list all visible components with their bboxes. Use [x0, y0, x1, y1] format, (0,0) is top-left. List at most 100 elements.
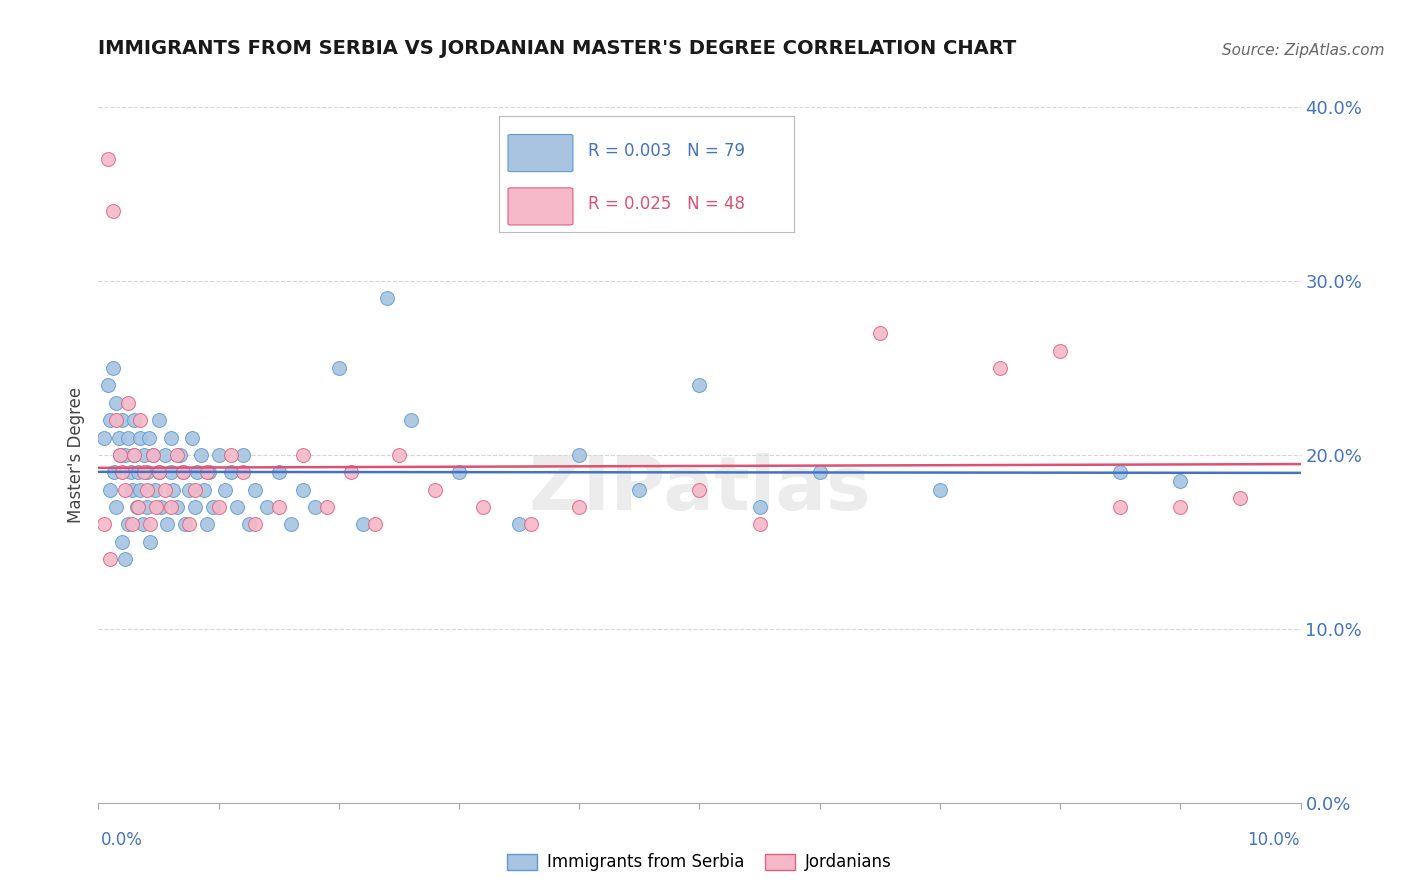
Point: [568, 500, 591, 514]
Point: [139, 517, 162, 532]
Point: [129, 430, 152, 444]
Point: [111, 466, 134, 480]
Point: [201, 500, 224, 514]
Point: [399, 413, 422, 427]
Text: 10.0%: 10.0%: [1247, 831, 1299, 849]
Point: [120, 466, 142, 480]
Text: R = 0.025   N = 48: R = 0.025 N = 48: [588, 195, 745, 213]
Point: [568, 448, 591, 462]
Point: [520, 517, 543, 532]
Point: [129, 413, 152, 427]
Point: [141, 448, 163, 462]
Point: [193, 483, 215, 497]
Point: [111, 413, 134, 427]
Point: [138, 430, 160, 444]
Point: [105, 500, 128, 514]
Point: [628, 483, 651, 497]
Point: [135, 466, 157, 480]
Point: [93, 517, 115, 532]
Text: Source: ZipAtlas.com: Source: ZipAtlas.com: [1222, 43, 1385, 58]
Point: [93, 430, 115, 444]
Point: [219, 448, 242, 462]
Point: [141, 448, 163, 462]
Point: [124, 448, 146, 462]
Point: [988, 360, 1011, 375]
Point: [195, 466, 218, 480]
Point: [1229, 491, 1251, 506]
Text: 0.0%: 0.0%: [101, 831, 143, 849]
Point: [114, 552, 136, 566]
Point: [243, 483, 266, 497]
Point: [280, 517, 302, 532]
Point: [315, 500, 337, 514]
Point: [267, 500, 290, 514]
Point: [195, 517, 218, 532]
Point: [121, 483, 143, 497]
Point: [159, 466, 181, 480]
Point: [232, 466, 254, 480]
Point: [214, 483, 236, 497]
Point: [135, 483, 157, 497]
Point: [108, 448, 131, 462]
Text: IMMIGRANTS FROM SERBIA VS JORDANIAN MASTER'S DEGREE CORRELATION CHART: IMMIGRANTS FROM SERBIA VS JORDANIAN MAST…: [98, 39, 1017, 58]
Point: [101, 204, 124, 219]
Point: [689, 483, 711, 497]
Point: [364, 517, 387, 532]
Point: [97, 378, 120, 392]
Point: [105, 395, 128, 409]
Point: [156, 517, 179, 532]
Point: [1170, 500, 1192, 514]
Point: [225, 500, 247, 514]
FancyBboxPatch shape: [508, 135, 574, 171]
Point: [97, 152, 120, 166]
Point: [111, 534, 134, 549]
Point: [190, 448, 212, 462]
Point: [181, 430, 204, 444]
Point: [132, 466, 155, 480]
Text: ZIPatlas: ZIPatlas: [529, 453, 870, 526]
Point: [472, 500, 495, 514]
Point: [177, 483, 200, 497]
Point: [124, 413, 146, 427]
FancyBboxPatch shape: [508, 188, 574, 225]
Point: [304, 500, 326, 514]
Point: [929, 483, 952, 497]
Point: [1109, 466, 1132, 480]
Point: [166, 500, 188, 514]
Point: [748, 517, 770, 532]
Point: [689, 378, 711, 392]
Point: [177, 517, 200, 532]
Point: [148, 466, 170, 480]
Point: [183, 500, 205, 514]
Point: [127, 466, 149, 480]
Point: [125, 500, 148, 514]
Point: [132, 517, 155, 532]
Point: [153, 448, 176, 462]
Point: [162, 483, 184, 497]
Point: [159, 430, 181, 444]
Point: [159, 500, 181, 514]
Point: [143, 483, 166, 497]
Point: [148, 413, 170, 427]
Point: [153, 483, 176, 497]
Point: [808, 466, 831, 480]
Point: [169, 448, 191, 462]
Point: [117, 430, 139, 444]
Point: [105, 413, 128, 427]
Legend: Immigrants from Serbia, Jordanians: Immigrants from Serbia, Jordanians: [501, 847, 898, 878]
Point: [145, 500, 167, 514]
Point: [291, 483, 314, 497]
Point: [135, 500, 157, 514]
Point: [132, 448, 155, 462]
Point: [232, 448, 254, 462]
Point: [148, 466, 170, 480]
Point: [124, 448, 146, 462]
Point: [127, 500, 149, 514]
Point: [328, 360, 350, 375]
Point: [186, 466, 208, 480]
Point: [1049, 343, 1071, 358]
Point: [100, 483, 122, 497]
Point: [219, 466, 242, 480]
Point: [208, 500, 231, 514]
Point: [101, 360, 124, 375]
